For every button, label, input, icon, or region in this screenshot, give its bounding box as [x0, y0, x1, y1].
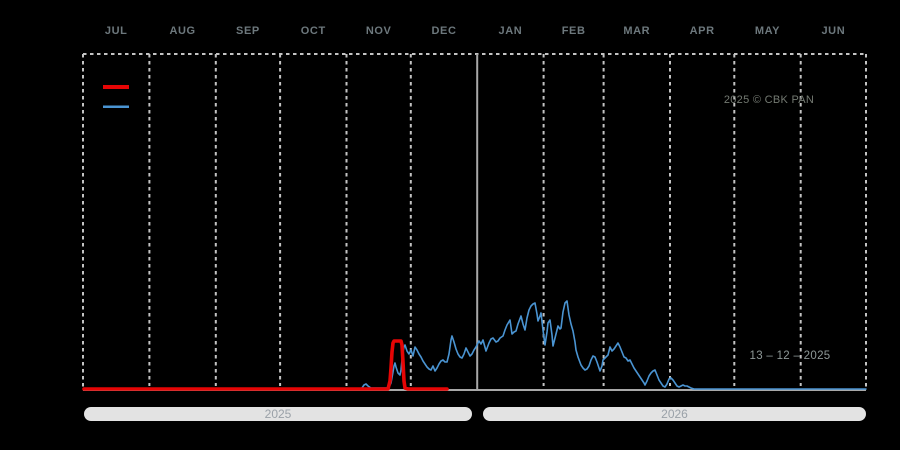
month-label-jun: JUN: [821, 25, 846, 37]
date-label: 13 – 12 – 2025: [749, 350, 831, 362]
month-label-mar: MAR: [623, 25, 651, 37]
red-series-line: [82, 339, 449, 391]
month-label-sep: SEP: [236, 25, 260, 37]
copyright-label: 2025 © CBK PAN: [723, 94, 815, 106]
month-label-apr: APR: [689, 25, 715, 37]
month-label-jan: JAN: [498, 25, 523, 37]
month-label-may: MAY: [754, 25, 781, 37]
timeline-bar-2026[interactable]: 2026: [483, 407, 866, 421]
month-label-dec: DEC: [431, 25, 457, 37]
timeline-bar-2025-label: 2025: [264, 407, 292, 421]
blue-series-line: [361, 300, 867, 390]
timeline-bar-2025[interactable]: 2025: [84, 407, 472, 421]
month-label-jul: JUL: [104, 25, 128, 37]
month-label-aug: AUG: [169, 25, 196, 37]
legend-swatch-red-series: [103, 85, 129, 89]
timeline-bar-2026-label: 2026: [661, 407, 688, 421]
month-label-feb: FEB: [561, 25, 586, 37]
month-label-oct: OCT: [300, 25, 326, 37]
legend-swatch-blue-series: [103, 105, 129, 108]
month-label-nov: NOV: [365, 25, 392, 37]
